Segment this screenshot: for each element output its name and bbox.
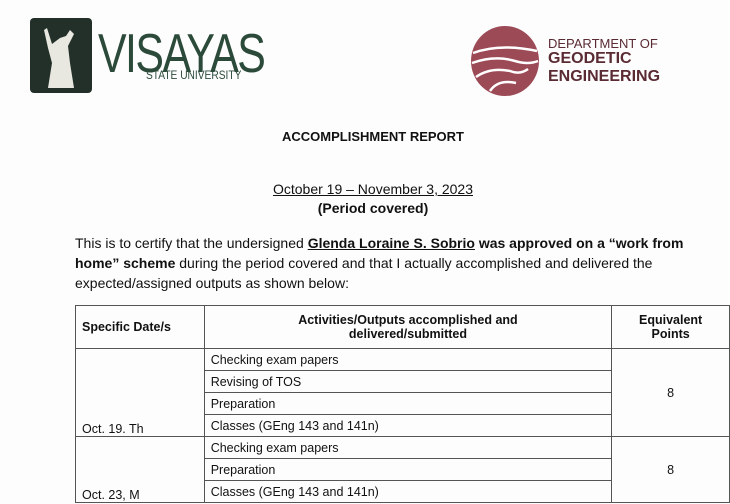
points-cell: 8	[611, 348, 730, 437]
table-header-row: Specific Date/s Activities/Outputs accom…	[75, 305, 730, 349]
activity-cell: Preparation	[203, 458, 613, 481]
table-row: Oct. 19. Th Checking exam papers 8	[75, 348, 730, 437]
activity-cell: Classes (GEng 143 and 141n)	[203, 414, 613, 437]
cert-text-2: was approved on a “work from home” schem…	[75, 235, 684, 271]
university-name: VISAYAS	[98, 22, 266, 84]
activity-cell: Classes (GEng 143 and 141n)	[203, 480, 613, 503]
report-title: ACCOMPLISHMENT REPORT	[282, 129, 464, 144]
geodetic-logo-icon	[470, 25, 540, 97]
department-name: GEODETIC ENGINEERING	[548, 50, 660, 86]
department-name-line2: ENGINEERING	[548, 68, 661, 85]
accomplishment-table: Specific Date/s Activities/Outputs accom…	[75, 305, 730, 503]
department-name-line1: GEODETIC	[548, 50, 632, 67]
table-row: Oct. 23, M Checking exam papers 8	[75, 436, 730, 503]
cert-text-1: This is to certify that the undersigned	[75, 235, 308, 251]
vsu-logo-icon	[30, 18, 92, 93]
date-cell: Oct. 19. Th	[75, 348, 205, 437]
employee-name: Glenda Loraine S. Sobrio	[307, 235, 475, 251]
header-activities: Activities/Outputs accomplished and deli…	[203, 305, 613, 349]
activity-cell: Preparation	[203, 392, 613, 415]
points-cell: 8	[611, 436, 730, 503]
activity-cell: Checking exam papers	[203, 348, 613, 371]
header-points: Equivalent Points	[611, 305, 730, 349]
period-label: (Period covered)	[317, 200, 429, 216]
date-cell: Oct. 23, M	[75, 436, 205, 503]
certification-paragraph: This is to certify that the undersigned …	[75, 233, 685, 293]
activity-cell: Checking exam papers	[203, 436, 613, 459]
cert-text-3: during the period covered and that I act…	[75, 255, 653, 291]
university-subtitle: STATE UNIVERSITY	[146, 68, 242, 82]
header-date: Specific Date/s	[75, 305, 205, 349]
activity-cell: Revising of TOS	[203, 370, 613, 393]
period-value: October 19 – November 3, 2023	[272, 181, 473, 197]
department-label: DEPARTMENT OF	[548, 36, 658, 51]
table-row: Classes (GEng 143 and 141n)	[76, 480, 730, 503]
